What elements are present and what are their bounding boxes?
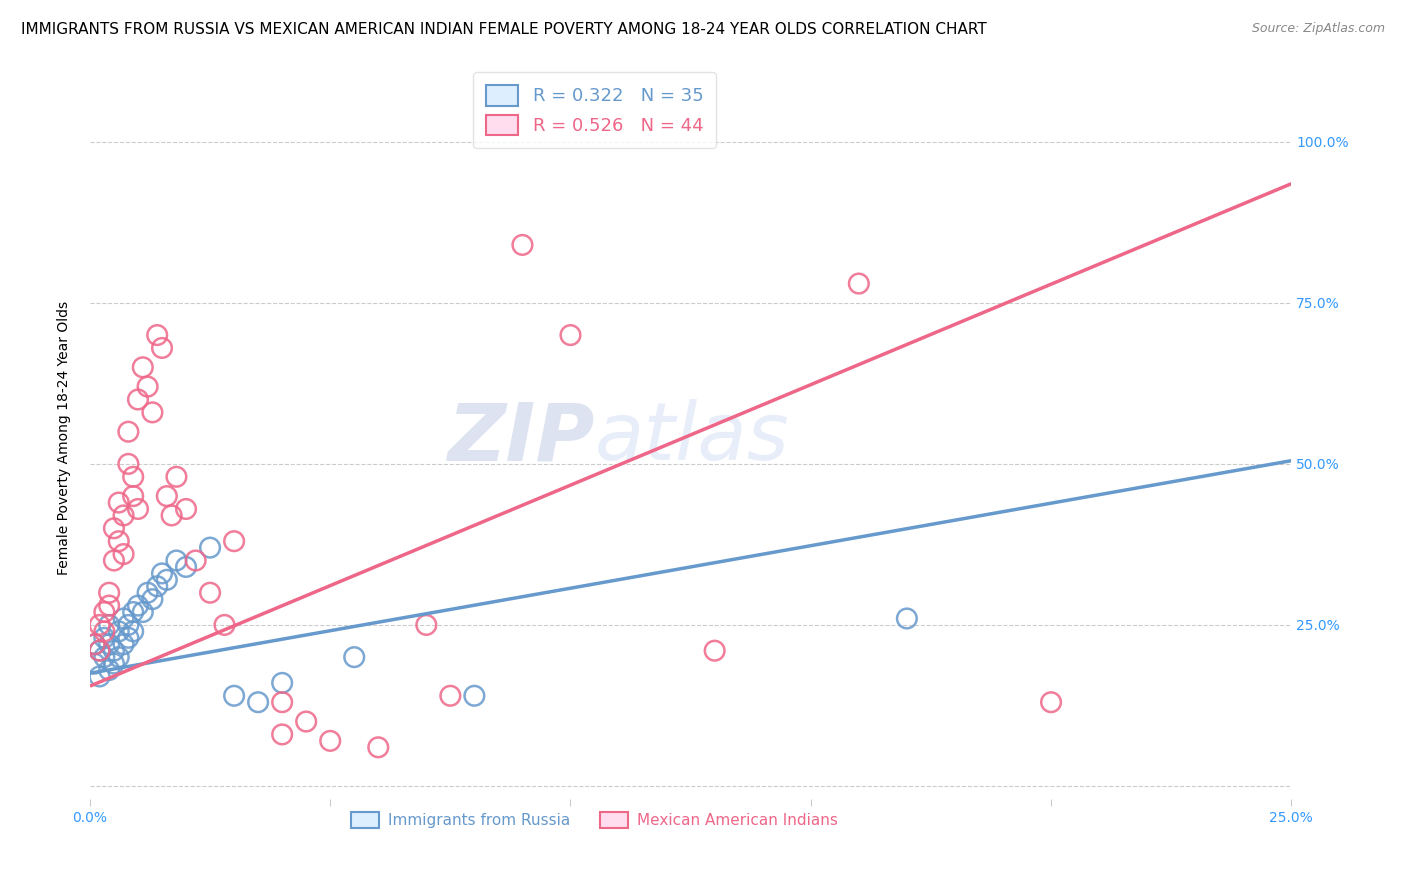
Point xyxy=(560,328,582,343)
Point xyxy=(83,657,105,671)
Point xyxy=(93,650,115,665)
Point xyxy=(222,534,245,549)
Point xyxy=(271,676,294,690)
Point xyxy=(848,277,870,291)
Point xyxy=(117,618,139,632)
Point xyxy=(93,631,115,645)
Point xyxy=(103,521,125,535)
Point xyxy=(98,637,121,651)
Point xyxy=(174,502,197,516)
Point xyxy=(122,624,145,639)
Point xyxy=(112,637,135,651)
Text: ZIP: ZIP xyxy=(447,399,595,477)
Text: IMMIGRANTS FROM RUSSIA VS MEXICAN AMERICAN INDIAN FEMALE POVERTY AMONG 18-24 YEA: IMMIGRANTS FROM RUSSIA VS MEXICAN AMERIC… xyxy=(21,22,987,37)
Point xyxy=(1040,695,1063,709)
Point xyxy=(127,392,149,407)
Point xyxy=(117,425,139,439)
Point xyxy=(83,637,105,651)
Point xyxy=(198,585,221,599)
Point xyxy=(93,605,115,619)
Point xyxy=(103,553,125,567)
Point xyxy=(103,643,125,657)
Point xyxy=(103,657,125,671)
Y-axis label: Female Poverty Among 18-24 Year Olds: Female Poverty Among 18-24 Year Olds xyxy=(58,301,72,575)
Point xyxy=(367,740,389,755)
Point xyxy=(83,637,105,651)
Point xyxy=(89,643,111,657)
Point xyxy=(107,495,129,509)
Point xyxy=(117,457,139,471)
Point xyxy=(122,605,145,619)
Point xyxy=(165,470,187,484)
Point xyxy=(146,579,169,593)
Point xyxy=(98,663,121,677)
Point xyxy=(156,489,179,503)
Point xyxy=(271,695,294,709)
Point xyxy=(319,734,342,748)
Point xyxy=(184,553,207,567)
Point xyxy=(93,624,115,639)
Point xyxy=(98,585,121,599)
Point xyxy=(271,727,294,741)
Point xyxy=(703,643,725,657)
Point xyxy=(295,714,318,729)
Point xyxy=(132,360,155,375)
Point xyxy=(112,547,135,561)
Point xyxy=(198,541,221,555)
Point xyxy=(89,643,111,657)
Point xyxy=(150,341,173,355)
Point xyxy=(112,611,135,625)
Point xyxy=(222,689,245,703)
Point xyxy=(98,599,121,613)
Point xyxy=(112,508,135,523)
Point xyxy=(136,585,159,599)
Point xyxy=(89,669,111,683)
Point xyxy=(150,566,173,581)
Point xyxy=(174,560,197,574)
Point xyxy=(122,489,145,503)
Point xyxy=(896,611,918,625)
Point xyxy=(439,689,461,703)
Point xyxy=(122,470,145,484)
Point xyxy=(214,618,236,632)
Text: Source: ZipAtlas.com: Source: ZipAtlas.com xyxy=(1251,22,1385,36)
Point xyxy=(107,624,129,639)
Point xyxy=(136,379,159,393)
Text: atlas: atlas xyxy=(595,399,789,477)
Point xyxy=(247,695,270,709)
Point xyxy=(463,689,485,703)
Point xyxy=(107,534,129,549)
Point xyxy=(146,328,169,343)
Point xyxy=(165,553,187,567)
Point xyxy=(117,631,139,645)
Point xyxy=(160,508,183,523)
Point xyxy=(343,650,366,665)
Legend: Immigrants from Russia, Mexican American Indians: Immigrants from Russia, Mexican American… xyxy=(344,806,844,835)
Point xyxy=(98,618,121,632)
Point xyxy=(89,618,111,632)
Point xyxy=(132,605,155,619)
Point xyxy=(415,618,437,632)
Point xyxy=(127,599,149,613)
Point xyxy=(156,573,179,587)
Point xyxy=(512,238,534,252)
Point xyxy=(141,405,163,419)
Point xyxy=(107,650,129,665)
Point xyxy=(141,592,163,607)
Point xyxy=(127,502,149,516)
